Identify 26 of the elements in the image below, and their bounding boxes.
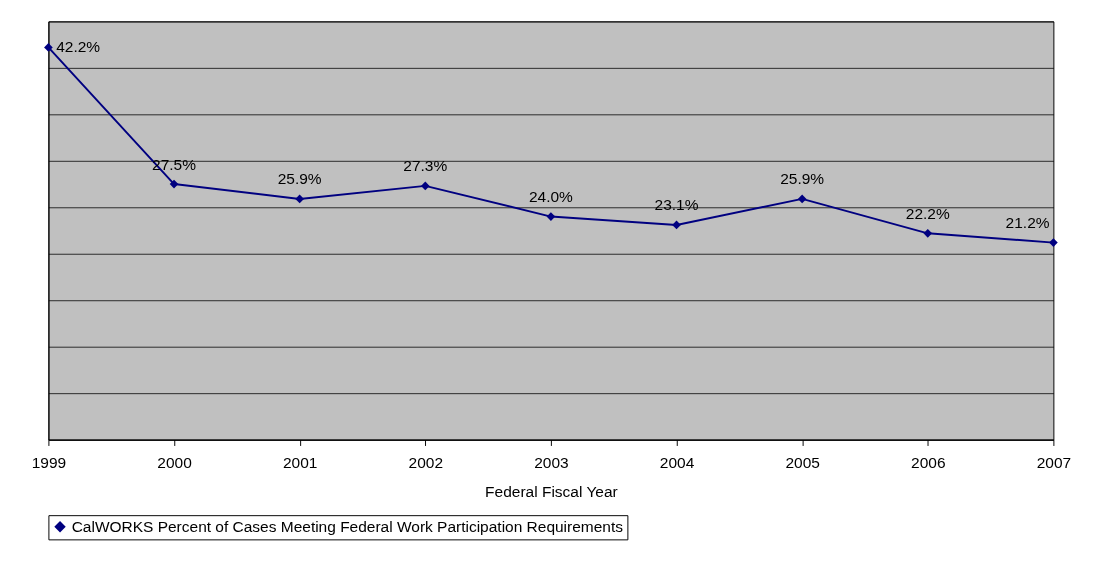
x-tick-label: 2005 xyxy=(785,454,820,472)
data-label: 42.2% xyxy=(56,38,101,56)
x-tick-label: 2006 xyxy=(911,454,946,472)
x-tick-label: 2002 xyxy=(408,454,443,472)
point xyxy=(169,179,179,189)
data-label: 21.2% xyxy=(1005,214,1050,232)
point xyxy=(1049,238,1058,247)
point xyxy=(797,194,807,204)
x-tick-label: 1999 xyxy=(31,454,67,472)
x-tick-label: 2003 xyxy=(534,454,569,472)
data-label: 22.2% xyxy=(905,204,950,222)
point xyxy=(295,194,304,204)
x-tick-label: 2007 xyxy=(1036,454,1072,472)
data-label: 25.9% xyxy=(780,170,825,188)
point xyxy=(44,43,53,52)
x-axis-title: Federal Fiscal Year xyxy=(485,483,618,501)
point xyxy=(923,228,933,238)
data-label: 24.0% xyxy=(528,188,574,206)
point xyxy=(420,181,430,191)
point xyxy=(546,212,556,221)
data-label: 25.9% xyxy=(277,170,322,188)
x-tick-label: 2004 xyxy=(659,454,695,472)
legend-label: CalWORKS Percent of Cases Meeting Federal Work Participation Requirements xyxy=(71,517,624,535)
data-label: 27.3% xyxy=(403,157,448,175)
x-tick-label: 2001 xyxy=(282,454,318,472)
x-tick-label: 2000 xyxy=(157,454,192,472)
